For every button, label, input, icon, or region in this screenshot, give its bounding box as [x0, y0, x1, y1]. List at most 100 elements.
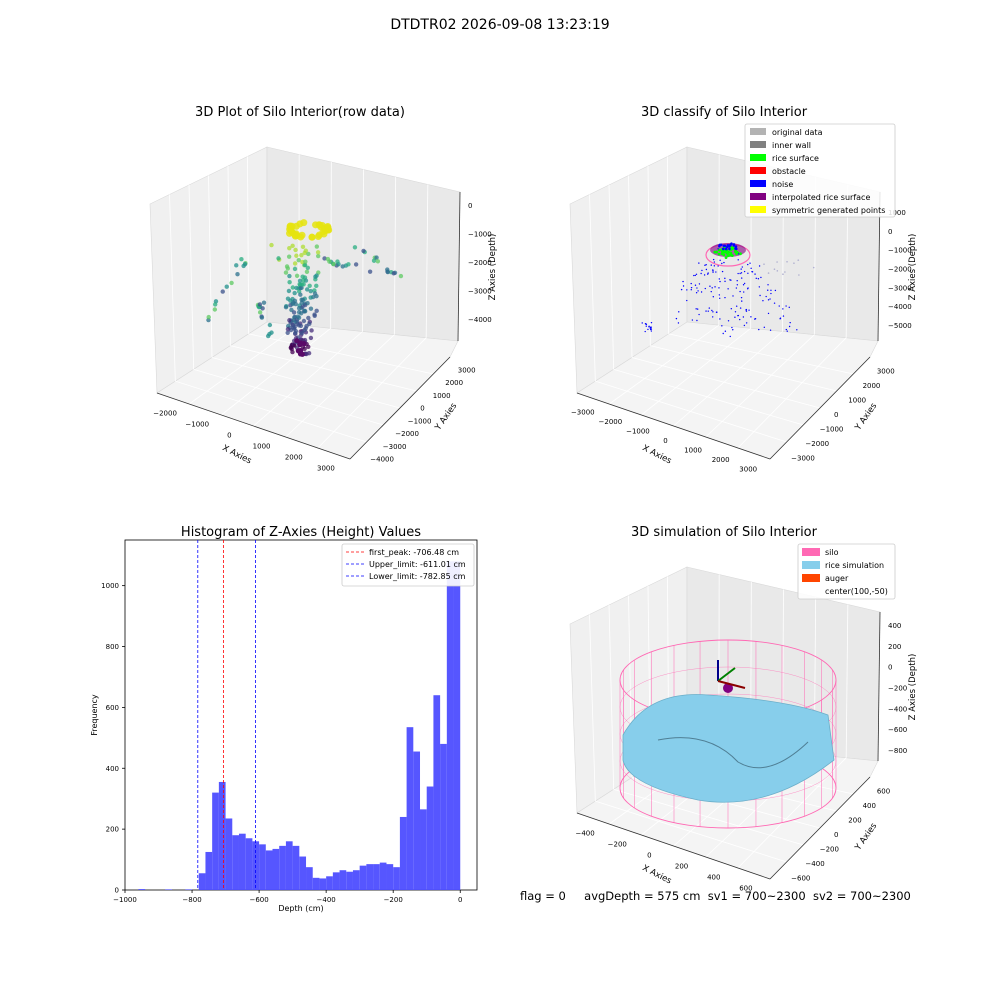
data-point — [293, 247, 298, 253]
y-tick-label: 0 — [834, 411, 838, 419]
grid-line — [628, 175, 633, 358]
data-point — [306, 251, 311, 257]
noise-point — [741, 300, 743, 302]
histogram-bar — [165, 889, 172, 890]
legend-label: original data — [772, 128, 823, 137]
histogram-bar — [292, 845, 300, 890]
histogram-bar — [238, 833, 246, 890]
noise-point — [719, 243, 723, 247]
noise-point — [713, 261, 716, 263]
histogram-bar — [285, 841, 293, 890]
y-tick-label: −2000 — [395, 430, 419, 438]
noise-point — [724, 330, 727, 332]
noise-point — [755, 277, 757, 280]
z-tick-label: −3000 — [468, 288, 492, 296]
noise-point — [649, 327, 651, 329]
noise-point — [789, 321, 791, 324]
y-axis-line — [769, 356, 871, 460]
grid-line — [247, 156, 250, 334]
noise-point — [698, 283, 701, 285]
histogram-bar — [232, 835, 239, 890]
noise-point — [788, 325, 791, 328]
legend-label: rice surface — [772, 154, 819, 163]
noise-point — [722, 244, 726, 248]
histogram-bar — [319, 878, 327, 890]
noise-point — [758, 328, 760, 331]
grid-line — [668, 333, 854, 375]
noise-point — [735, 305, 738, 307]
grid-line — [227, 165, 231, 346]
data-point — [292, 261, 298, 266]
noise-point — [726, 244, 730, 247]
noise-point — [727, 288, 729, 290]
noise-point — [721, 325, 723, 327]
data-point — [374, 255, 379, 260]
data-point — [299, 351, 305, 357]
noise-point — [686, 299, 688, 302]
z-tick-label: −2000 — [888, 266, 912, 274]
noise-point — [719, 259, 721, 262]
legend-swatch — [802, 574, 820, 582]
noise-point — [724, 280, 726, 283]
histogram-bar — [413, 751, 421, 890]
y-tick-label: 3000 — [458, 366, 476, 374]
noise-point — [726, 248, 728, 251]
data-point — [286, 288, 292, 294]
panel-title: 3D Plot of Silo Interior(row data) — [195, 105, 405, 120]
data-point — [220, 289, 225, 294]
grid-line — [589, 614, 596, 802]
noise-point — [712, 296, 715, 298]
x-tick-label: 1000 — [684, 446, 702, 454]
data-point — [298, 292, 303, 297]
legend-box — [797, 543, 896, 600]
z-tick-label: 0 — [888, 664, 892, 672]
histogram-bar — [225, 818, 233, 890]
data-point — [291, 231, 299, 239]
noise-point — [734, 316, 736, 318]
data-point — [322, 256, 327, 261]
histogram-bar — [346, 871, 353, 890]
x-axis-label: Depth (cm) — [278, 904, 323, 913]
noise-point — [700, 291, 703, 293]
data-point — [286, 254, 292, 259]
noise-point — [730, 307, 733, 310]
data-point — [315, 253, 321, 259]
data-point — [260, 306, 265, 311]
y-axis-label: Y Axies — [853, 821, 880, 853]
noise-point — [724, 296, 726, 299]
data-point — [305, 300, 310, 306]
data-point — [303, 259, 308, 264]
data-point — [298, 285, 303, 291]
rice-surface-point — [715, 250, 719, 254]
legend-label: first_peak: -706.48 cm — [369, 548, 459, 557]
histogram-bar — [306, 867, 313, 890]
x-tick-label: 0 — [663, 437, 667, 445]
z-axis-label: Z Axies (Depth) — [488, 234, 498, 301]
histogram-bar — [446, 561, 454, 890]
noise-point — [763, 326, 766, 329]
noise-point — [707, 310, 709, 312]
noise-point — [748, 309, 750, 311]
data-point — [312, 313, 317, 318]
legend-swatch — [750, 154, 766, 161]
y-tick-label: −400 — [805, 860, 824, 868]
x-tick-label: −400 — [575, 830, 594, 838]
y-tick-label: −4000 — [370, 456, 394, 464]
data-point — [335, 259, 340, 264]
noise-point — [769, 298, 771, 300]
data-point — [261, 300, 267, 305]
y-axis-label: Y Axies — [853, 401, 880, 433]
histogram-bar — [279, 845, 286, 890]
rice-surface-point — [724, 256, 728, 260]
data-point — [285, 266, 291, 271]
noise-point — [696, 308, 699, 310]
z-tick-label: 1000 — [888, 209, 906, 217]
x-tick-label: −1000 — [185, 421, 209, 429]
data-point — [314, 308, 319, 314]
data-point — [308, 289, 313, 294]
grid-line — [647, 165, 651, 346]
grid-line — [253, 331, 363, 427]
noise-point — [704, 264, 706, 267]
flag-status: flag = 0 — [520, 889, 566, 903]
